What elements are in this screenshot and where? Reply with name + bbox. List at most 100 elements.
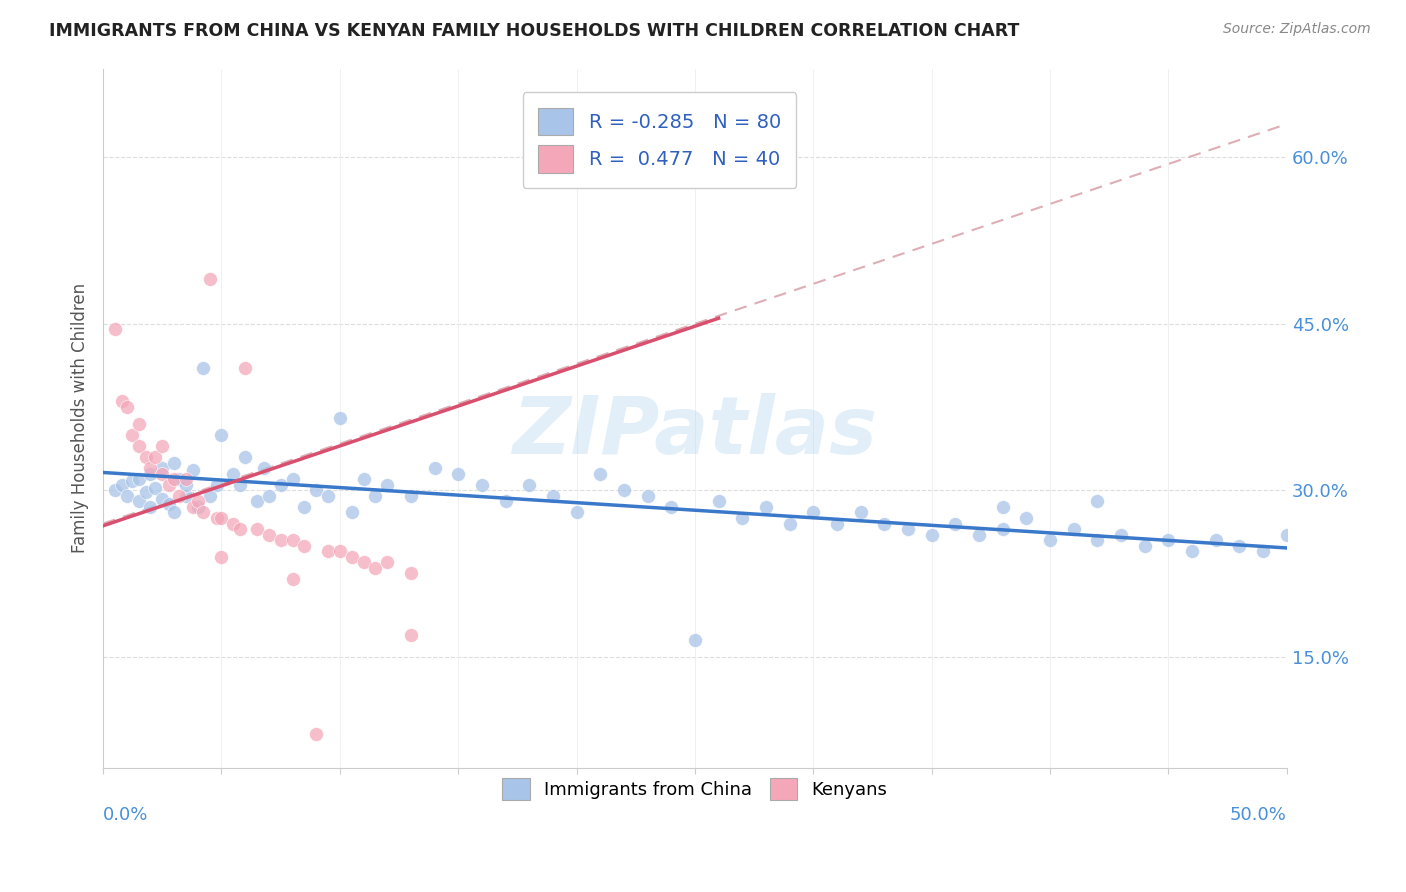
Point <box>270 477 292 491</box>
Point <box>150 492 173 507</box>
Point <box>683 633 706 648</box>
Point <box>104 483 127 498</box>
Point <box>229 477 252 491</box>
Point <box>104 322 127 336</box>
Point <box>659 500 682 514</box>
Point <box>174 489 197 503</box>
Point <box>211 549 233 564</box>
Text: IMMIGRANTS FROM CHINA VS KENYAN FAMILY HOUSEHOLDS WITH CHILDREN CORRELATION CHAR: IMMIGRANTS FROM CHINA VS KENYAN FAMILY H… <box>49 22 1019 40</box>
Point <box>353 555 375 569</box>
Point <box>825 516 848 531</box>
Point <box>353 472 375 486</box>
Point <box>364 561 387 575</box>
Point <box>637 489 659 503</box>
Point <box>157 497 180 511</box>
Point <box>731 511 754 525</box>
Point <box>191 505 214 519</box>
Point <box>111 394 134 409</box>
Text: Source: ZipAtlas.com: Source: ZipAtlas.com <box>1223 22 1371 37</box>
Point <box>447 467 470 481</box>
Point <box>191 361 214 376</box>
Point <box>257 527 280 541</box>
Point <box>121 427 143 442</box>
Point <box>246 522 269 536</box>
Point <box>1133 539 1156 553</box>
Point <box>246 494 269 508</box>
Point <box>181 500 204 514</box>
Point <box>211 427 233 442</box>
Point <box>967 527 990 541</box>
Point <box>139 461 162 475</box>
Point <box>1157 533 1180 548</box>
Point <box>399 489 422 503</box>
Point <box>305 483 328 498</box>
Point <box>163 456 186 470</box>
Point <box>945 516 967 531</box>
Point <box>233 450 256 464</box>
Point <box>181 463 204 477</box>
Point <box>873 516 896 531</box>
Point <box>517 477 540 491</box>
Point <box>375 477 398 491</box>
Point <box>121 475 143 489</box>
Point <box>253 461 276 475</box>
Point <box>150 439 173 453</box>
Point <box>316 544 339 558</box>
Point <box>399 566 422 581</box>
Point <box>991 522 1014 536</box>
Point <box>128 494 150 508</box>
Point <box>128 417 150 431</box>
Point <box>135 450 157 464</box>
Point <box>115 489 138 503</box>
Point <box>292 500 315 514</box>
Point <box>163 505 186 519</box>
Point <box>1181 544 1204 558</box>
Point <box>198 272 221 286</box>
Point <box>755 500 778 514</box>
Point <box>305 727 328 741</box>
Point <box>229 522 252 536</box>
Point <box>991 500 1014 514</box>
Point <box>174 477 197 491</box>
Point <box>1063 522 1085 536</box>
Point <box>849 505 872 519</box>
Point <box>565 505 588 519</box>
Legend: R = -0.285   N = 80, R =  0.477   N = 40: R = -0.285 N = 80, R = 0.477 N = 40 <box>523 92 796 188</box>
Point <box>198 489 221 503</box>
Point <box>211 511 233 525</box>
Point <box>1251 544 1274 558</box>
Point <box>329 544 352 558</box>
Point <box>613 483 636 498</box>
Point <box>143 481 166 495</box>
Point <box>364 489 387 503</box>
Point <box>801 505 824 519</box>
Point <box>111 477 134 491</box>
Point <box>167 489 190 503</box>
Point <box>707 494 730 508</box>
Point <box>1039 533 1062 548</box>
Point <box>340 505 363 519</box>
Point <box>257 489 280 503</box>
Point <box>128 439 150 453</box>
Point <box>150 461 173 475</box>
Point <box>1015 511 1038 525</box>
Point <box>281 572 304 586</box>
Point <box>471 477 494 491</box>
Point <box>1087 494 1109 508</box>
Point <box>779 516 801 531</box>
Point <box>375 555 398 569</box>
Point <box>174 472 197 486</box>
Point <box>340 549 363 564</box>
Point <box>589 467 612 481</box>
Text: 0.0%: 0.0% <box>103 806 149 824</box>
Text: ZIPatlas: ZIPatlas <box>512 393 877 471</box>
Point <box>205 511 228 525</box>
Point <box>423 461 446 475</box>
Point <box>135 485 157 500</box>
Point <box>316 489 339 503</box>
Point <box>270 533 292 548</box>
Point <box>897 522 920 536</box>
Point <box>281 472 304 486</box>
Point <box>187 494 209 508</box>
Point <box>205 477 228 491</box>
